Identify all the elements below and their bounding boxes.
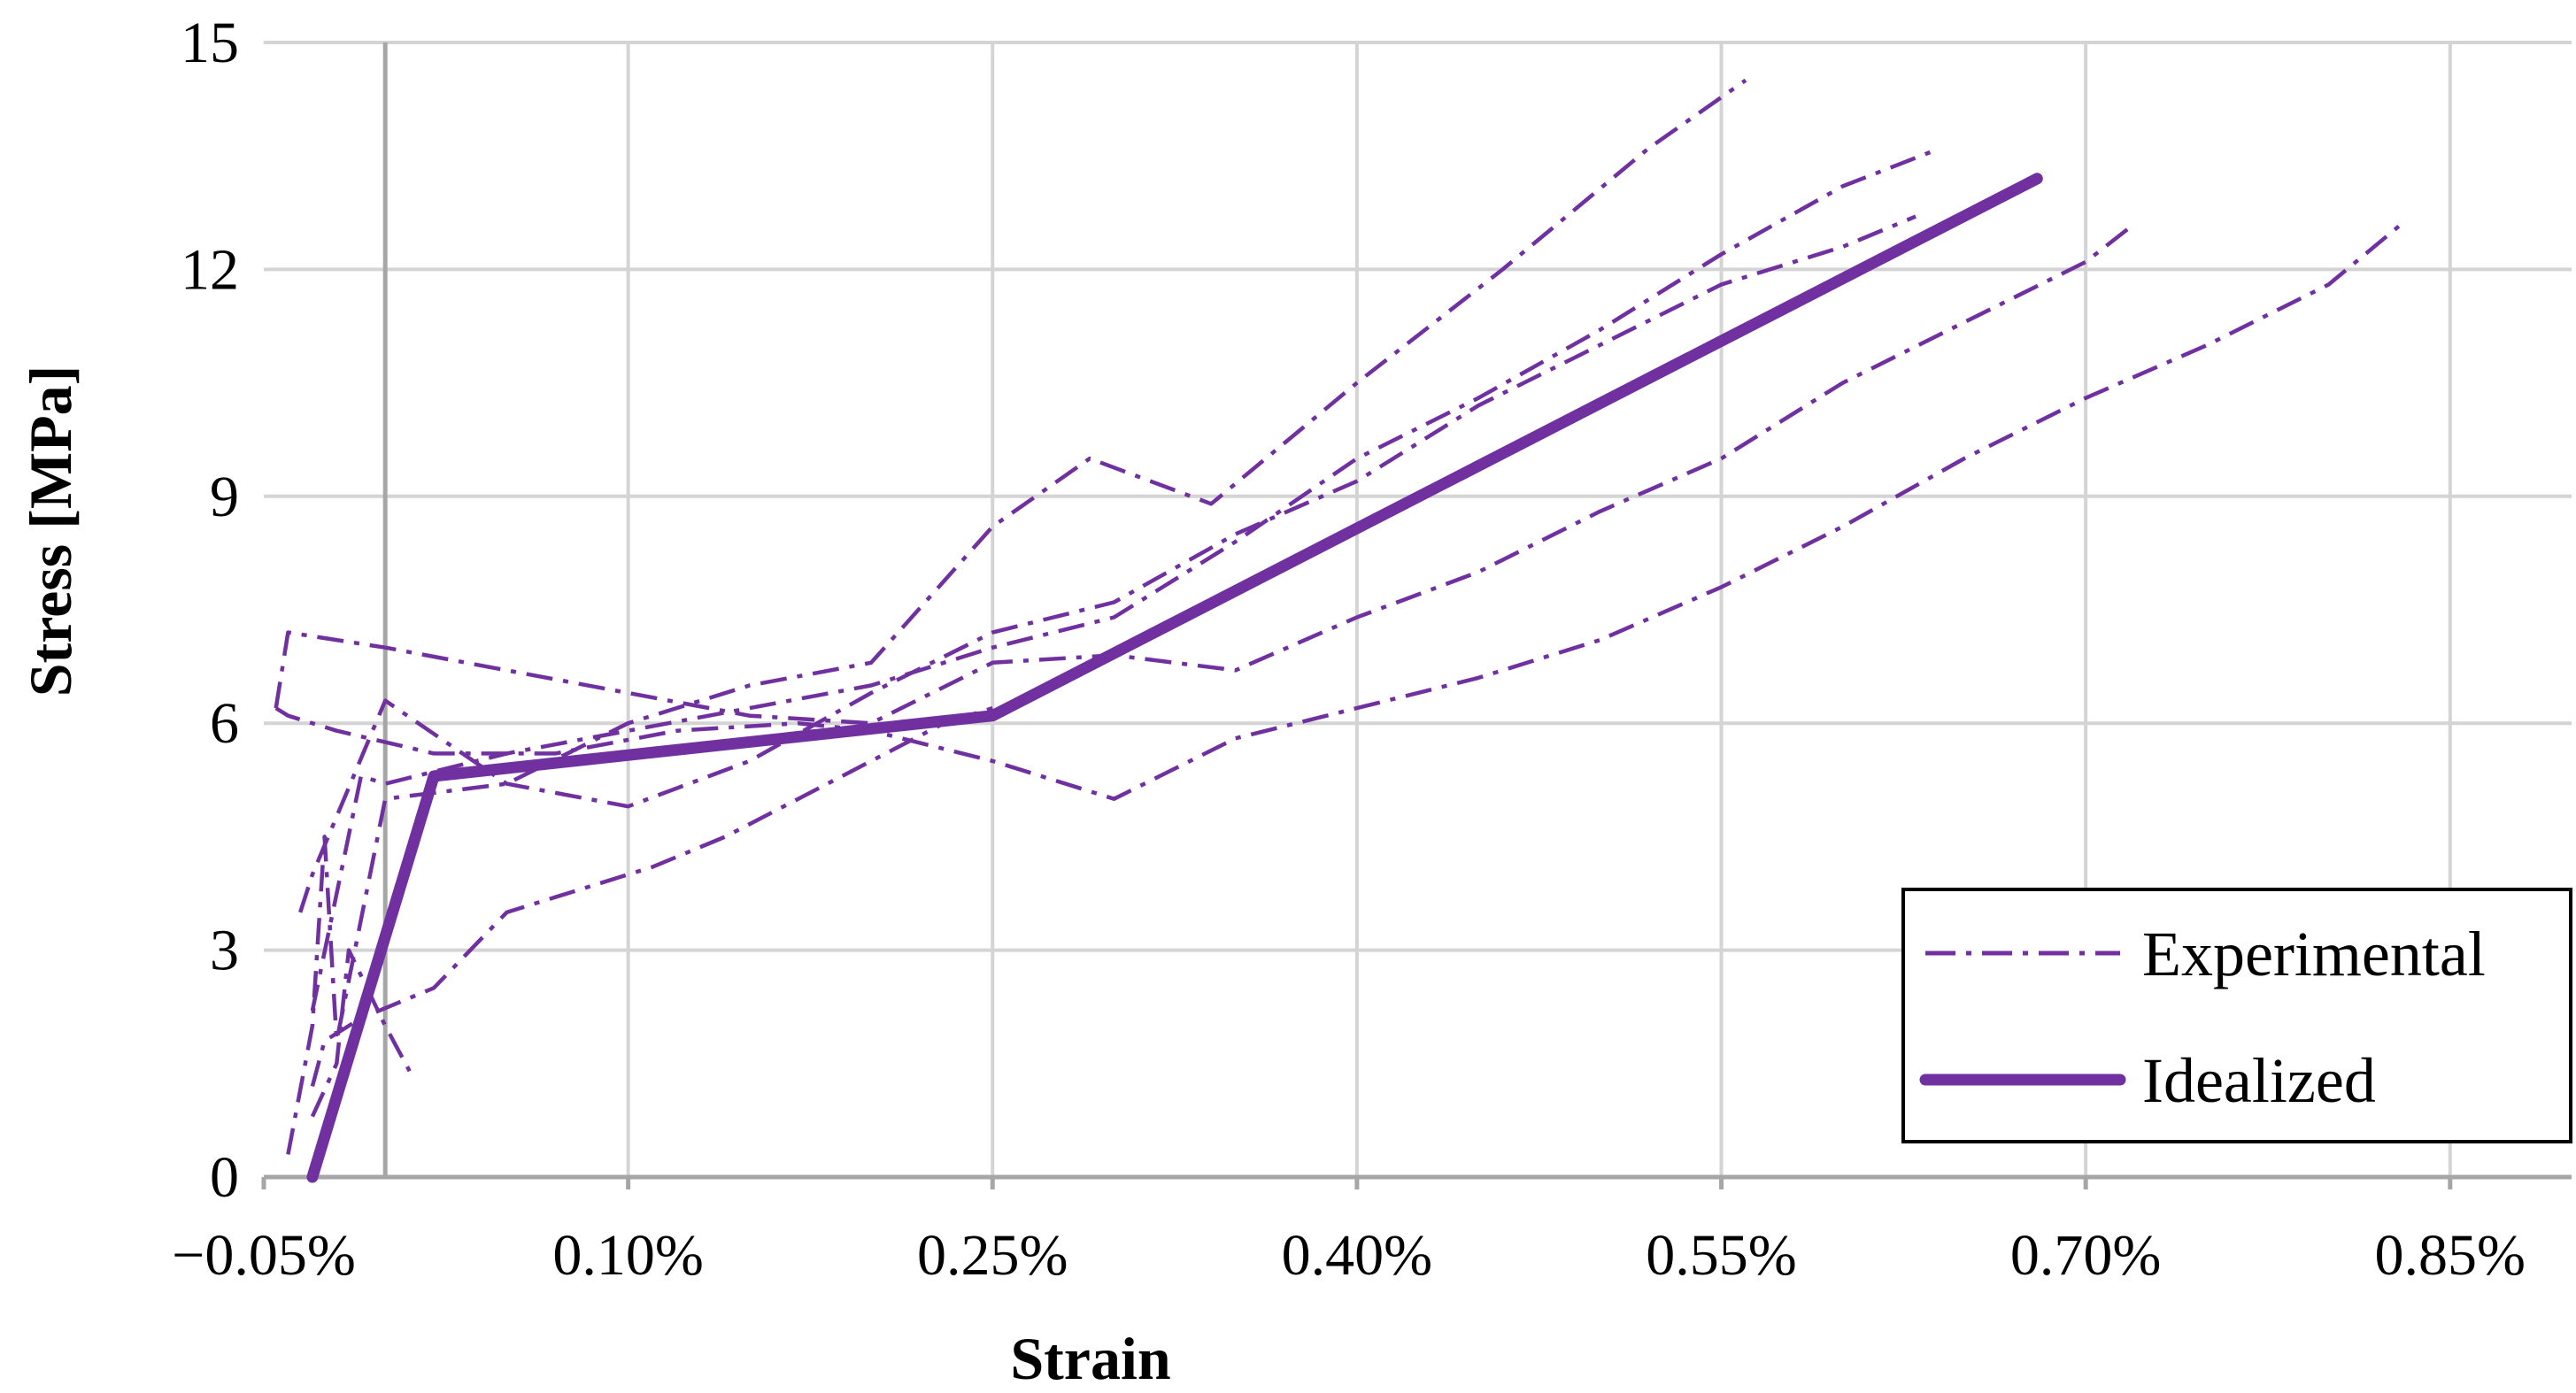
y-tick-label: 3 — [210, 919, 239, 983]
legend-label-experimental: Experimental — [2142, 919, 2486, 989]
y-tick-label: 9 — [210, 465, 239, 529]
x-tick-label: 0.70% — [2010, 1223, 2161, 1288]
x-axis-title: Strain — [1010, 1325, 1170, 1392]
tick-labels: 0 3 6 9 12 15 −0.05% 0.10% 0.25% 0.40% 0.55% 0.70% 0… — [172, 11, 2526, 1288]
series-line-experimental-1 — [286, 78, 1747, 1155]
series-line-experimental-3 — [298, 214, 1917, 913]
y-tick-label: 15 — [181, 11, 239, 75]
series-line-experimental-2 — [310, 146, 1941, 1012]
x-tick-label: 0.25% — [917, 1223, 1068, 1288]
x-tick-label: 0.85% — [2375, 1223, 2526, 1288]
x-tick-label: −0.05% — [172, 1223, 356, 1288]
y-tick-label: 12 — [181, 237, 239, 302]
series-line-experimental-4 — [274, 222, 2136, 726]
legend: Experimental Idealized — [1901, 888, 2572, 1143]
x-tick-label: 0.40% — [1282, 1223, 1432, 1288]
legend-label-idealized: Idealized — [2142, 1045, 2376, 1116]
axes — [261, 42, 2572, 1189]
x-tick-label: 0.10% — [552, 1223, 703, 1288]
series-line-experimental-7 — [310, 948, 412, 1118]
y-tick-label: 0 — [210, 1145, 239, 1210]
y-tick-label: 6 — [210, 691, 239, 756]
y-axis-title: Stress [MPa] — [17, 366, 84, 697]
series-line-experimental-6 — [310, 705, 993, 1087]
series-line-idealized — [306, 173, 2043, 1183]
series-line-experimental-5 — [274, 222, 2403, 801]
x-tick-label: 0.55% — [1646, 1223, 1796, 1288]
legend-box — [1901, 888, 2572, 1143]
data-series — [274, 78, 2403, 1183]
